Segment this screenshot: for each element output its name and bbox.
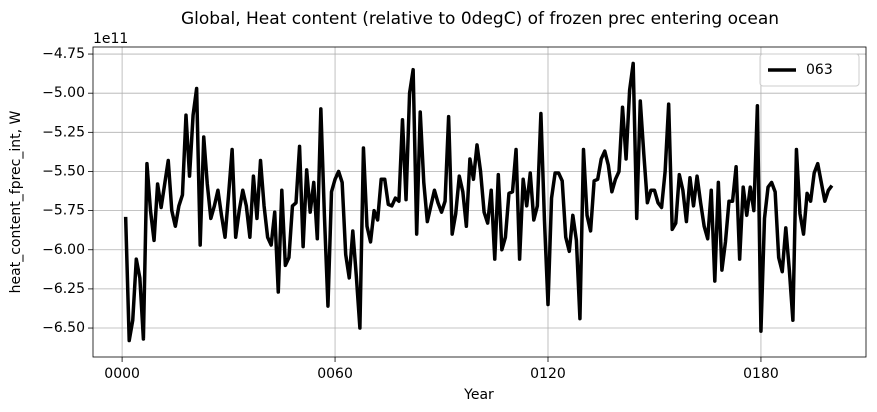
x-tick-label: 0180 bbox=[743, 366, 779, 382]
y-tick-label: −5.75 bbox=[42, 203, 85, 219]
legend-box bbox=[759, 53, 860, 87]
y-tick-label: −5.50 bbox=[42, 163, 85, 179]
x-tick-label: 0000 bbox=[104, 366, 140, 382]
y-tick-label: −4.75 bbox=[42, 46, 85, 62]
chart-title: Global, Heat content (relative to 0degC)… bbox=[181, 9, 779, 29]
x-tick-label: 0120 bbox=[530, 366, 566, 382]
offset-text: 1e11 bbox=[93, 31, 128, 47]
y-tick-label: −5.00 bbox=[42, 85, 85, 101]
x-tick-label: 0060 bbox=[317, 366, 353, 382]
x-axis-label: Year bbox=[463, 387, 494, 403]
legend-label: 063 bbox=[806, 62, 833, 78]
axes-frame bbox=[92, 46, 867, 358]
y-axis-label: heat_content_fprec_int, W bbox=[8, 110, 24, 293]
y-tick-label: −6.00 bbox=[42, 242, 85, 258]
y-tick-label: −5.25 bbox=[42, 124, 85, 140]
data-line bbox=[123, 61, 834, 343]
y-tick-label: −6.25 bbox=[42, 281, 85, 297]
y-tick-label: −6.50 bbox=[42, 320, 85, 336]
